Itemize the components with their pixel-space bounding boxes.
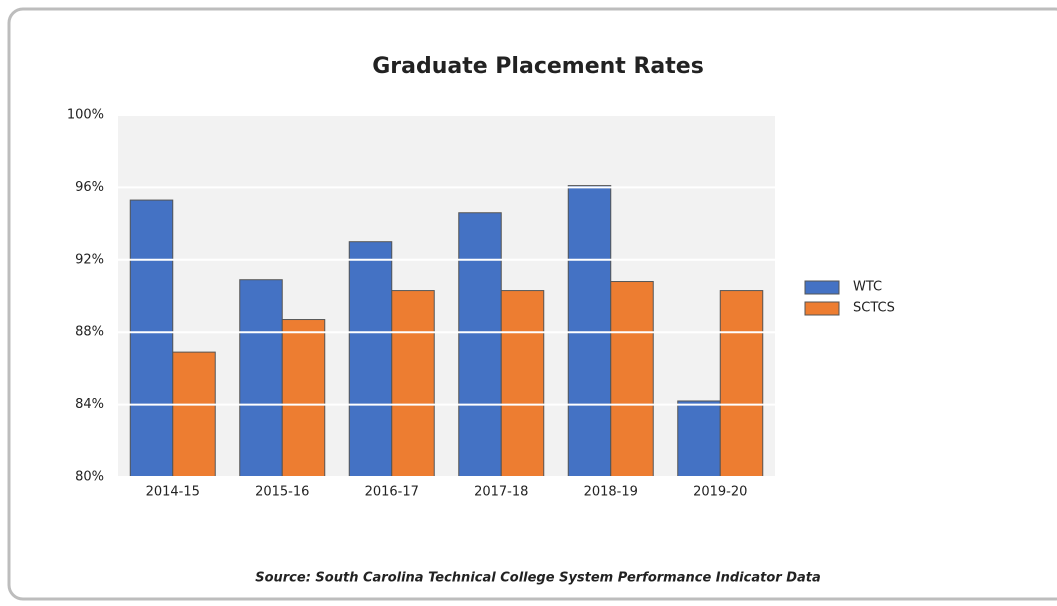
bar — [172, 351, 216, 478]
plot-area — [118, 115, 775, 477]
bar — [129, 199, 174, 478]
bar — [239, 279, 283, 478]
legend-label: WTC — [853, 280, 882, 295]
bar — [348, 241, 393, 478]
y-tick-label: 88% — [75, 325, 104, 340]
legend-swatch — [804, 301, 840, 316]
bar — [391, 290, 435, 478]
x-tick-label: 2019-20 — [693, 485, 747, 500]
legend-label: SCTCS — [853, 301, 895, 316]
legend-swatch — [804, 280, 840, 295]
x-tick-label: 2014-15 — [146, 485, 200, 500]
x-tick-label: 2015-16 — [255, 485, 309, 500]
x-tick-label: 2016-17 — [365, 485, 419, 500]
x-tick-label: 2018-19 — [584, 485, 638, 500]
x-tick-label: 2017-18 — [474, 485, 528, 500]
bar — [719, 290, 764, 478]
bar — [610, 281, 654, 478]
y-tick-label: 80% — [75, 470, 104, 485]
y-tick-label: 100% — [67, 108, 104, 123]
bar — [500, 290, 545, 478]
y-tick-label: 96% — [75, 180, 104, 195]
bar — [677, 400, 721, 478]
bar — [458, 212, 502, 478]
y-tick-label: 84% — [75, 397, 104, 412]
chart-title: Graduate Placement Rates — [372, 54, 704, 79]
bar — [281, 319, 326, 478]
y-tick-label: 92% — [75, 252, 104, 267]
source: Source: South Carolina Technical College… — [255, 571, 821, 586]
